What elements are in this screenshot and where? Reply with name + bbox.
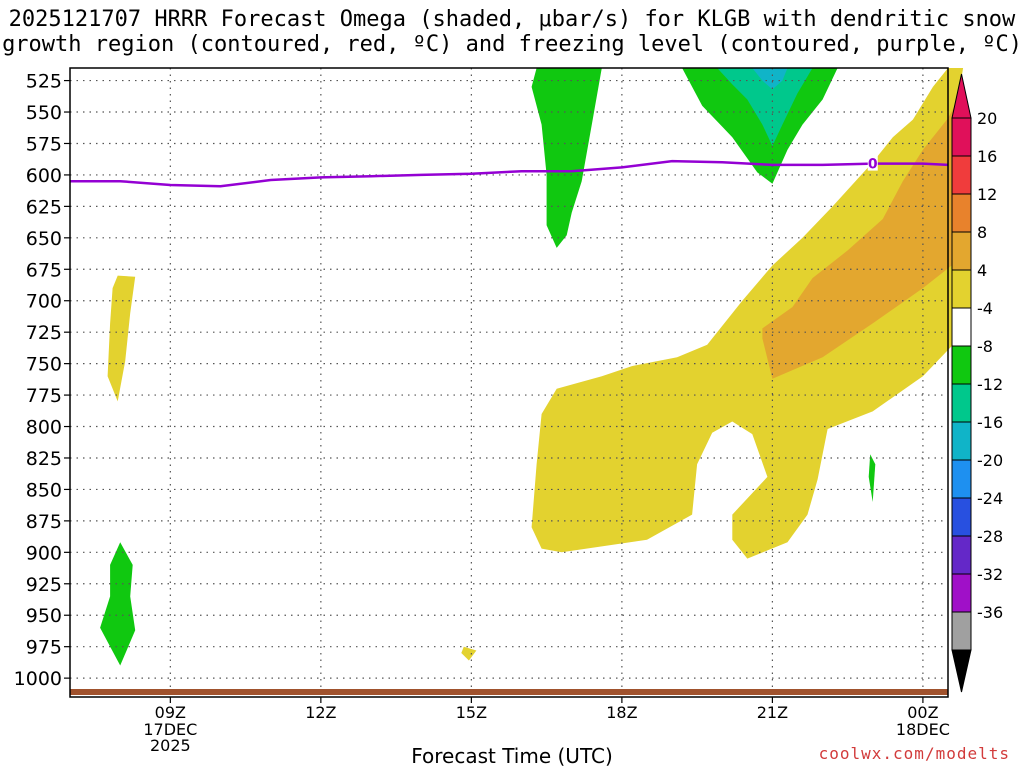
- colorbar-label: -32: [977, 565, 1003, 584]
- y-tick-label: 925: [26, 574, 62, 596]
- y-tick-label: 575: [26, 133, 62, 155]
- plot-frame: [69, 67, 949, 698]
- colorbar-label: 12: [977, 185, 997, 204]
- y-tick-label: 675: [26, 259, 62, 281]
- colorbar-bin: [951, 155, 972, 195]
- x-tick-sublabel: 2025: [150, 736, 191, 755]
- y-tick-label: 850: [26, 479, 62, 501]
- y-axis: 525 550 575 600 625 650 675 700 725 750 775 800 825 8…: [14, 71, 70, 690]
- colorbar-label: -28: [977, 527, 1003, 546]
- colorbar-bin: [951, 269, 972, 309]
- colorbar-bin: [951, 421, 972, 461]
- colorbar-label: 4: [977, 261, 987, 280]
- region-down-12-16-tip: [752, 68, 788, 90]
- freezing-level-line: [70, 159, 949, 188]
- ground-strip: [70, 689, 948, 695]
- colorbar-arrow-down: [951, 649, 972, 693]
- y-tick-label: 825: [26, 448, 62, 470]
- colorbar-label: -20: [977, 451, 1003, 470]
- y-tick-label: 600: [26, 165, 62, 187]
- y-tick-label: 525: [26, 71, 62, 93]
- chart-title-line1: 2025121707 HRRR Forecast Omega (shaded, …: [8, 7, 1016, 32]
- region-up-4-8-main: [531, 68, 964, 559]
- colorbar-label: -36: [977, 603, 1003, 622]
- colorbar-label: -12: [977, 375, 1003, 394]
- colorbar-label: -4: [977, 299, 993, 318]
- colorbar-bin: [951, 193, 972, 233]
- region-up-8-12: [762, 99, 958, 379]
- colorbar: 20 16 12 8 4 -4 -8 -12 -16 -20 -24 -28 -32 -36: [951, 73, 1003, 693]
- freezing-label-bg: [867, 155, 878, 171]
- region-down-8-12-cone: [717, 68, 813, 146]
- colorbar-bin: [951, 611, 972, 651]
- x-tick-label: 18Z: [606, 703, 637, 722]
- colorbar-label: -24: [977, 489, 1003, 508]
- x-tick-label: 21Z: [757, 703, 788, 722]
- colorbar-label: 8: [977, 223, 987, 242]
- colorbar-bin: [951, 307, 972, 347]
- region-down-4-8-speck: [868, 454, 876, 502]
- region-up-4-8-dot: [461, 646, 477, 661]
- x-axis-label: Forecast Time (UTC): [411, 744, 613, 768]
- region-down-4-8-low: [100, 542, 136, 666]
- colorbar-bin: [951, 459, 972, 499]
- colorbar-label: 16: [977, 147, 997, 166]
- x-tick-sublabel: 18DEC: [896, 720, 950, 739]
- colorbar-label: 20: [977, 109, 997, 128]
- freezing-level: 0: [70, 155, 949, 188]
- x-tick-label: 15Z: [456, 703, 487, 722]
- colorbar-bin: [951, 345, 972, 385]
- colorbar-bin: [951, 117, 972, 157]
- y-tick-label: 550: [26, 102, 62, 124]
- x-tick-sublabel: 17DEC: [143, 720, 197, 739]
- y-tick-label: 950: [26, 605, 62, 627]
- colorbar-bin: [951, 497, 972, 537]
- x-tick-label: 12Z: [305, 703, 336, 722]
- colorbar-bin: [951, 535, 972, 575]
- y-tick-label: 650: [26, 228, 62, 250]
- y-tick-label: 800: [26, 417, 62, 439]
- y-tick-label: 700: [26, 291, 62, 313]
- region-down-4-8-plume: [531, 68, 602, 248]
- region-up-4-8-early: [107, 275, 136, 402]
- x-tick-label: 00Z: [907, 703, 938, 722]
- freezing-level-label: 0: [868, 157, 878, 173]
- colorbar-label: -8: [977, 337, 993, 356]
- colorbar-bin: [951, 573, 972, 613]
- chart-title-line2: growth region (contoured, red, ºC) and f…: [2, 32, 1022, 57]
- y-tick-label: 1000: [14, 668, 62, 690]
- y-tick-label: 775: [26, 385, 62, 407]
- y-tick-label: 900: [26, 542, 62, 564]
- y-tick-label: 975: [26, 637, 62, 659]
- region-down-4-8-cone: [682, 68, 838, 184]
- y-tick-label: 750: [26, 354, 62, 376]
- colorbar-bin: [951, 231, 972, 271]
- y-tick-label: 875: [26, 511, 62, 533]
- credit-text: coolwx.com/modelts: [818, 744, 1010, 763]
- y-tick-label: 625: [26, 196, 62, 218]
- colorbar-label: -16: [977, 413, 1003, 432]
- omega-regions: [100, 68, 964, 666]
- colorbar-bin: [951, 383, 972, 423]
- y-tick-label: 725: [26, 322, 62, 344]
- x-tick-label: 09Z: [155, 703, 186, 722]
